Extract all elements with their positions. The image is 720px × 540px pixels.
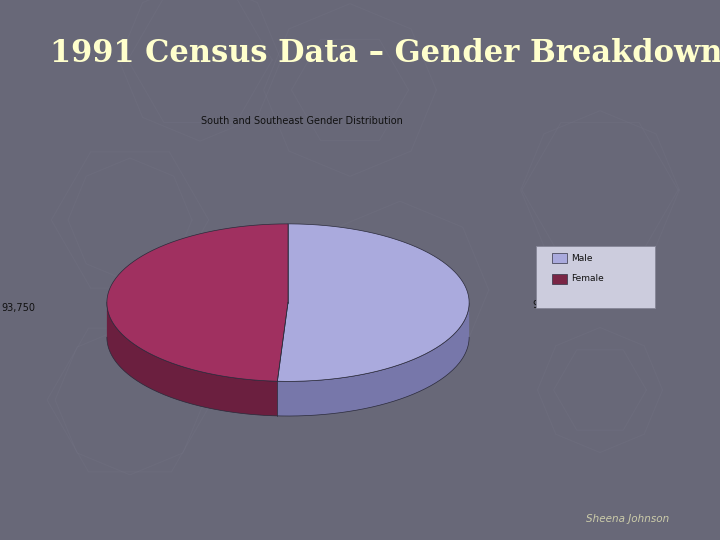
Polygon shape xyxy=(277,303,469,416)
Polygon shape xyxy=(107,224,288,381)
Text: Sheena Johnson: Sheena Johnson xyxy=(586,514,670,524)
Text: 1991 Census Data – Gender Breakdown: 1991 Census Data – Gender Breakdown xyxy=(50,38,720,69)
Polygon shape xyxy=(107,302,277,416)
Text: 97,315: 97,315 xyxy=(532,300,567,310)
Text: 93,750: 93,750 xyxy=(1,303,36,313)
Text: South and Southeast Gender Distribution: South and Southeast Gender Distribution xyxy=(202,116,403,126)
Polygon shape xyxy=(277,224,469,381)
Text: Female: Female xyxy=(571,274,603,283)
Text: Male: Male xyxy=(571,254,593,262)
